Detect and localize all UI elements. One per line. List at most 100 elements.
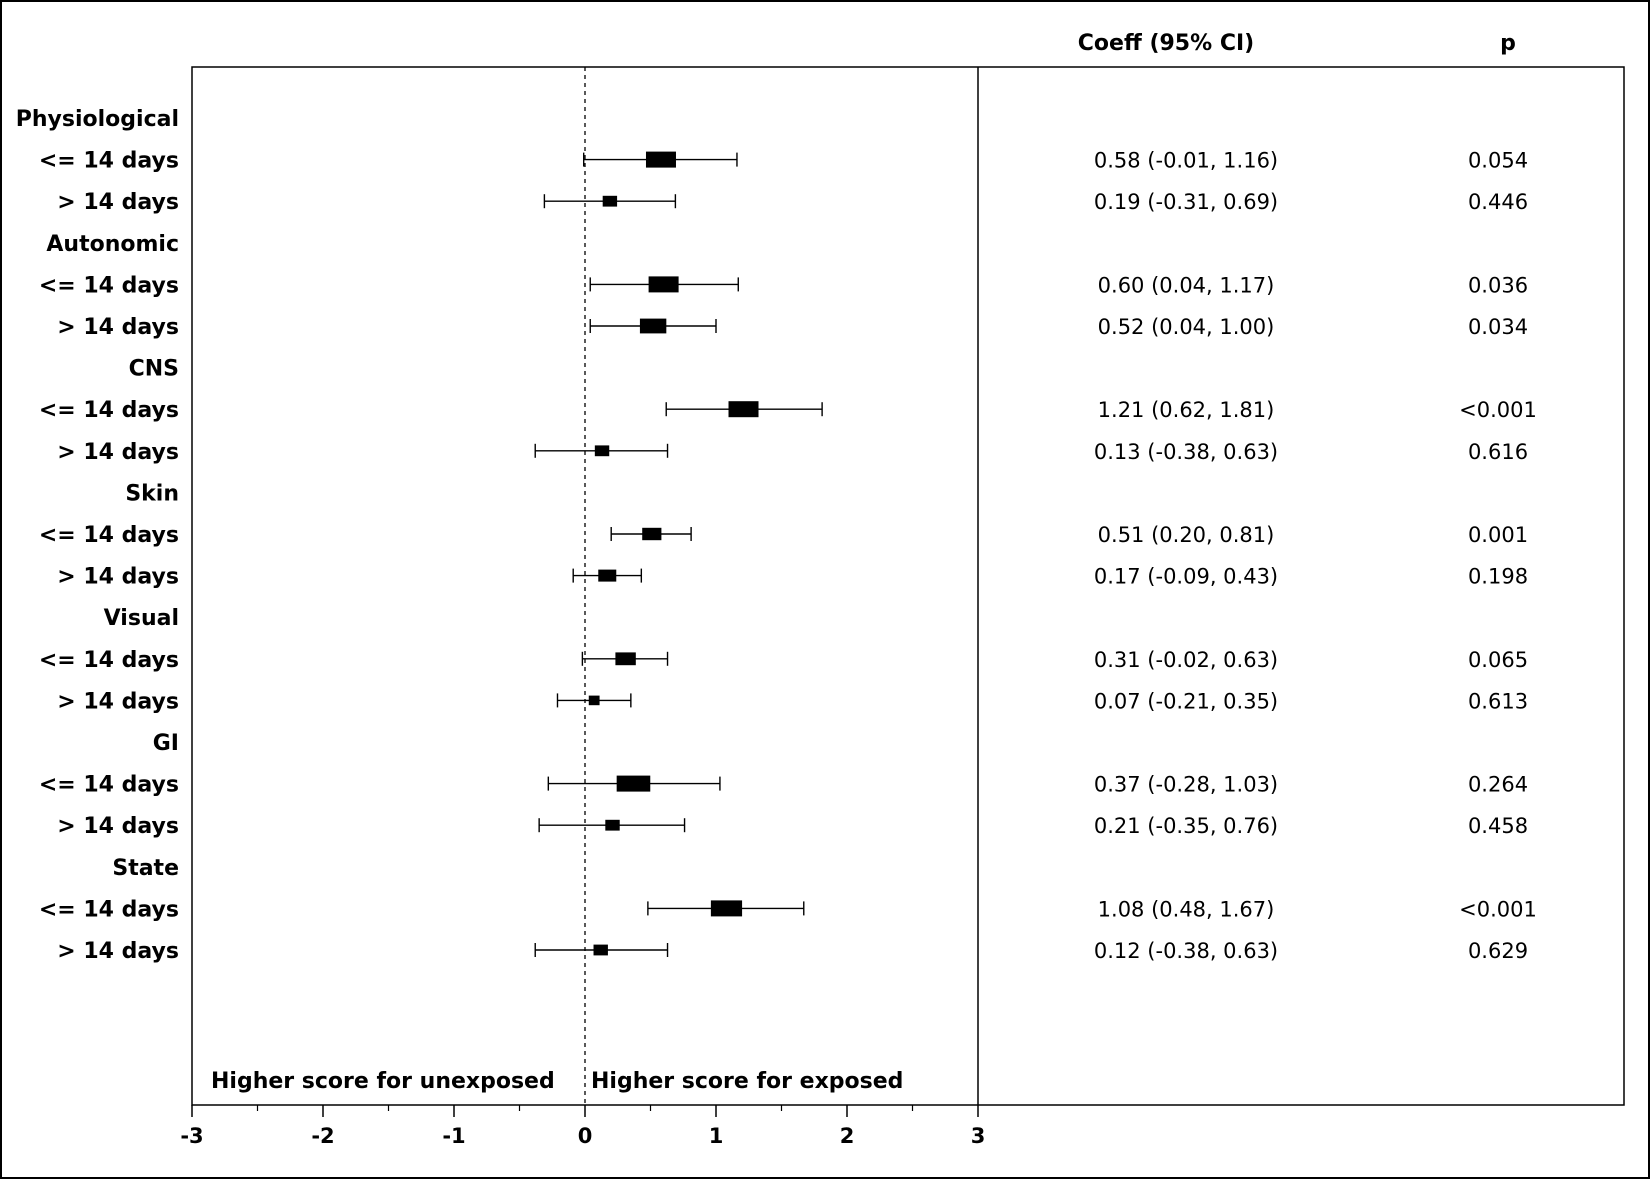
group-header-row: Visual: [104, 606, 179, 631]
x-tick-label: 2: [840, 1124, 855, 1148]
group-header-row: State: [112, 856, 179, 881]
coeff-ci-value: 0.13 (-0.38, 0.63): [1094, 440, 1278, 464]
p-value: <0.001: [1459, 398, 1537, 422]
p-value: 0.613: [1468, 689, 1528, 713]
coeff-ci-value: 0.58 (-0.01, 1.16): [1094, 149, 1278, 173]
p-value: 0.446: [1468, 190, 1528, 214]
coeff-ci-value: 1.21 (0.62, 1.81): [1098, 398, 1275, 422]
p-value: 0.036: [1468, 273, 1528, 297]
coeff-ci-value: 0.37 (-0.28, 1.03): [1094, 773, 1278, 797]
p-value: 0.065: [1468, 648, 1528, 672]
p-value: 0.264: [1468, 773, 1528, 797]
row-label: > 14 days: [57, 190, 179, 215]
group-label: Autonomic: [46, 232, 179, 257]
point-estimate: [598, 569, 617, 582]
estimate-row: > 14 days 0.21 (-0.35, 0.76) 0.458: [57, 814, 1528, 839]
p-value: 0.616: [1468, 440, 1528, 464]
estimate-row: <= 14 days 0.58 (-0.01, 1.16) 0.054: [39, 149, 1528, 174]
row-label: > 14 days: [57, 939, 179, 964]
p-value: 0.458: [1468, 814, 1528, 838]
p-value: 0.054: [1468, 149, 1528, 173]
estimate-row: <= 14 days 0.37 (-0.28, 1.03) 0.264: [39, 773, 1528, 798]
row-label: <= 14 days: [39, 149, 179, 174]
point-estimate: [645, 151, 676, 168]
group-header-row: Physiological: [16, 107, 179, 132]
annotation-exposed: Higher score for exposed: [591, 1069, 903, 1094]
estimate-row: <= 14 days 0.60 (0.04, 1.17) 0.036: [39, 273, 1528, 298]
row-label: <= 14 days: [39, 523, 179, 548]
group-header-row: CNS: [129, 357, 179, 382]
coeff-ci-value: 0.31 (-0.02, 0.63): [1094, 648, 1278, 672]
p-value: 0.629: [1468, 939, 1528, 963]
group-label: GI: [153, 731, 179, 756]
row-label: > 14 days: [57, 315, 179, 340]
group-label: Physiological: [16, 107, 179, 132]
group-header-row: Skin: [125, 481, 179, 506]
group-header-row: GI: [153, 731, 179, 756]
row-label: > 14 days: [57, 440, 179, 465]
estimate-row: <= 14 days 1.21 (0.62, 1.81) <0.001: [39, 398, 1537, 423]
row-label: <= 14 days: [39, 273, 179, 298]
row-label: > 14 days: [57, 689, 179, 714]
p-value: 0.001: [1468, 523, 1528, 547]
estimate-row: <= 14 days 0.51 (0.20, 0.81) 0.001: [39, 523, 1528, 548]
point-estimate: [616, 775, 651, 792]
estimate-row: <= 14 days 1.08 (0.48, 1.67) <0.001: [39, 897, 1537, 922]
row-label: <= 14 days: [39, 648, 179, 673]
point-estimate: [615, 652, 636, 666]
coeff-ci-value: 0.17 (-0.09, 0.43): [1094, 565, 1278, 589]
estimate-row: <= 14 days 0.31 (-0.02, 0.63) 0.065: [39, 648, 1528, 673]
p-value: <0.001: [1459, 897, 1537, 921]
row-label: <= 14 days: [39, 773, 179, 798]
row-label: > 14 days: [57, 814, 179, 839]
forest-rows: Physiological <= 14 days 0.58 (-0.01, 1.16…: [16, 107, 1537, 964]
group-label: State: [112, 856, 179, 881]
plot-frame: [191, 66, 1625, 1106]
coeff-ci-value: 0.60 (0.04, 1.17): [1098, 273, 1275, 297]
p-value: 0.034: [1468, 315, 1528, 339]
row-label: <= 14 days: [39, 897, 179, 922]
x-tick-label: -1: [442, 1124, 465, 1148]
x-tick-label: 0: [578, 1124, 593, 1148]
annotation-unexposed: Higher score for unexposed: [211, 1069, 555, 1094]
coeff-ci-value: 0.21 (-0.35, 0.76): [1094, 814, 1278, 838]
point-estimate: [602, 195, 618, 207]
estimate-row: > 14 days 0.07 (-0.21, 0.35) 0.613: [57, 689, 1528, 714]
coeff-ci-value: 1.08 (0.48, 1.67): [1098, 897, 1275, 921]
estimate-row: > 14 days 0.13 (-0.38, 0.63) 0.616: [57, 440, 1528, 465]
point-estimate: [642, 527, 662, 541]
coeff-ci-value: 0.12 (-0.38, 0.63): [1094, 939, 1278, 963]
group-label: Skin: [125, 481, 179, 506]
x-tick-label: 3: [971, 1124, 986, 1148]
x-tick-label: 1: [709, 1124, 724, 1148]
estimate-row: > 14 days 0.52 (0.04, 1.00) 0.034: [57, 315, 1528, 340]
x-axis: -3 -2 -1 0 1 2 3: [180, 1105, 985, 1148]
x-tick-label: -2: [311, 1124, 334, 1148]
coeff-ci-value: 0.51 (0.20, 0.81): [1098, 523, 1275, 547]
point-estimate: [710, 900, 743, 917]
coeff-ci-value: 0.52 (0.04, 1.00): [1098, 315, 1275, 339]
x-tick-label: -3: [180, 1124, 203, 1148]
point-estimate: [639, 318, 667, 334]
group-label: Visual: [104, 606, 179, 631]
row-label: <= 14 days: [39, 398, 179, 423]
point-estimate: [594, 445, 610, 457]
p-value: 0.198: [1468, 565, 1528, 589]
point-estimate: [588, 695, 600, 706]
coeff-column-header: Coeff (95% CI): [1078, 31, 1254, 56]
point-estimate: [648, 276, 679, 293]
estimate-row: > 14 days 0.17 (-0.09, 0.43) 0.198: [57, 565, 1528, 590]
point-estimate: [728, 401, 759, 418]
group-header-row: Autonomic: [46, 232, 179, 257]
estimate-row: > 14 days 0.19 (-0.31, 0.69) 0.446: [57, 190, 1528, 215]
row-label: > 14 days: [57, 565, 179, 590]
coeff-ci-value: 0.19 (-0.31, 0.69): [1094, 190, 1278, 214]
p-column-header: p: [1500, 31, 1516, 56]
group-label: CNS: [129, 357, 179, 382]
point-estimate: [593, 944, 608, 956]
estimate-row: > 14 days 0.12 (-0.38, 0.63) 0.629: [57, 939, 1528, 964]
coeff-ci-value: 0.07 (-0.21, 0.35): [1094, 689, 1278, 713]
point-estimate: [605, 819, 620, 831]
